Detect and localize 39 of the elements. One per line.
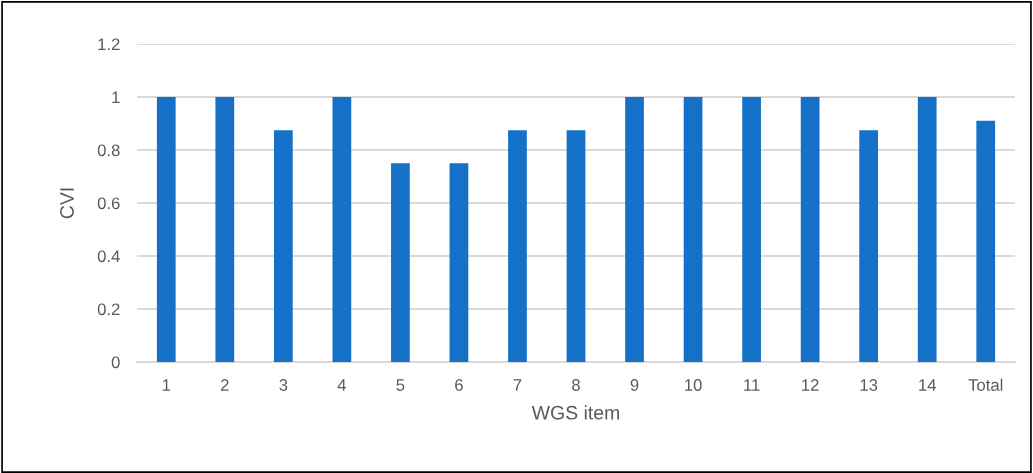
bar xyxy=(859,130,879,362)
y-tick-label: 0 xyxy=(111,356,120,369)
x-tick-label: 2 xyxy=(221,379,229,391)
y-tick-label: 0.2 xyxy=(97,303,120,316)
x-tick-label: 13 xyxy=(860,379,878,391)
y-axis-title: CVI xyxy=(60,188,74,219)
x-tick-label: Total xyxy=(968,378,1003,391)
x-tick-label: 8 xyxy=(572,379,580,391)
bar xyxy=(156,97,176,362)
bar xyxy=(508,130,527,362)
x-tick-label: 10 xyxy=(685,379,702,391)
y-tick-label: 0.4 xyxy=(97,250,120,263)
x-tick-label: 14 xyxy=(919,379,936,391)
bar xyxy=(976,120,996,362)
bar xyxy=(625,97,644,362)
bar xyxy=(215,97,235,362)
bar xyxy=(742,97,761,362)
bar xyxy=(566,130,586,362)
bar xyxy=(391,163,410,362)
bar xyxy=(917,97,937,362)
x-tick-label: 9 xyxy=(630,379,639,391)
y-tick-label: 1.2 xyxy=(98,38,120,51)
y-tick-label: 1 xyxy=(112,91,120,104)
bar xyxy=(449,163,469,362)
x-tick-label: 5 xyxy=(396,379,405,391)
x-tick-label: 12 xyxy=(802,379,819,391)
x-tick-label: 11 xyxy=(744,379,760,391)
bar xyxy=(273,130,293,362)
x-tick-label: 6 xyxy=(455,379,463,391)
x-tick-label: 7 xyxy=(513,379,522,391)
x-tick-label: 4 xyxy=(337,379,347,391)
bar xyxy=(332,97,352,362)
bar xyxy=(683,97,703,362)
x-axis-title: WGS item xyxy=(531,405,620,420)
y-tick-label: 0.6 xyxy=(97,197,120,210)
x-tick-label: 3 xyxy=(279,379,288,391)
x-tick-label: 1 xyxy=(162,379,171,391)
bar xyxy=(800,97,820,362)
y-tick-label: 0.8 xyxy=(97,144,120,157)
